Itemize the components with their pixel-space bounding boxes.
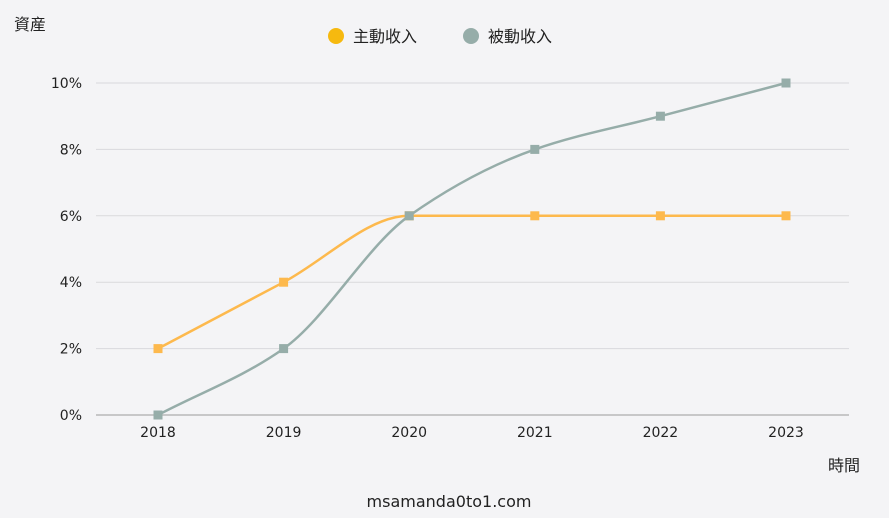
x-tick-label: 2020 (391, 425, 427, 441)
x-tick-label: 2023 (768, 425, 804, 441)
y-tick-label: 0% (60, 408, 82, 424)
x-tick-label: 2018 (140, 425, 176, 441)
legend-label: 被動收入 (488, 27, 552, 46)
legend-item-1[interactable]: 主動收入 (328, 27, 417, 46)
series-2 (153, 78, 791, 420)
data-point (530, 211, 540, 221)
series (153, 78, 791, 420)
series-line (157, 214, 786, 350)
data-point (279, 344, 289, 354)
x-axis-ticks: 2018 2019 2020 2021 2022 2023 (140, 425, 804, 441)
series-line (157, 81, 787, 417)
y-tick-label: 4% (60, 275, 82, 291)
legend-marker (463, 28, 479, 44)
y-tick-label: 8% (60, 142, 82, 158)
y-axis-title: 資産 (14, 15, 46, 34)
x-tick-label: 2019 (266, 425, 302, 441)
x-axis-title: 時間 (828, 456, 860, 475)
data-point (153, 410, 163, 420)
legend-marker (328, 28, 344, 44)
footer-text: msamanda0to1.com (367, 492, 532, 511)
data-point (781, 211, 791, 221)
legend-label: 主動收入 (353, 27, 417, 46)
data-point (530, 144, 540, 154)
y-axis-ticks: 0% 2% 4% 6% 8% 10% (51, 76, 82, 424)
data-point (655, 211, 665, 221)
y-tick-label: 2% (60, 342, 82, 358)
data-point (404, 211, 414, 221)
data-point (655, 111, 665, 121)
x-tick-label: 2021 (517, 425, 553, 441)
legend-item-2[interactable]: 被動收入 (463, 27, 552, 46)
data-point (153, 344, 163, 354)
data-point (781, 78, 791, 88)
data-point (279, 277, 289, 287)
y-tick-label: 6% (60, 209, 82, 225)
x-tick-label: 2022 (643, 425, 679, 441)
y-tick-label: 10% (51, 76, 82, 92)
legend[interactable]: 主動收入 被動收入 (328, 27, 552, 46)
